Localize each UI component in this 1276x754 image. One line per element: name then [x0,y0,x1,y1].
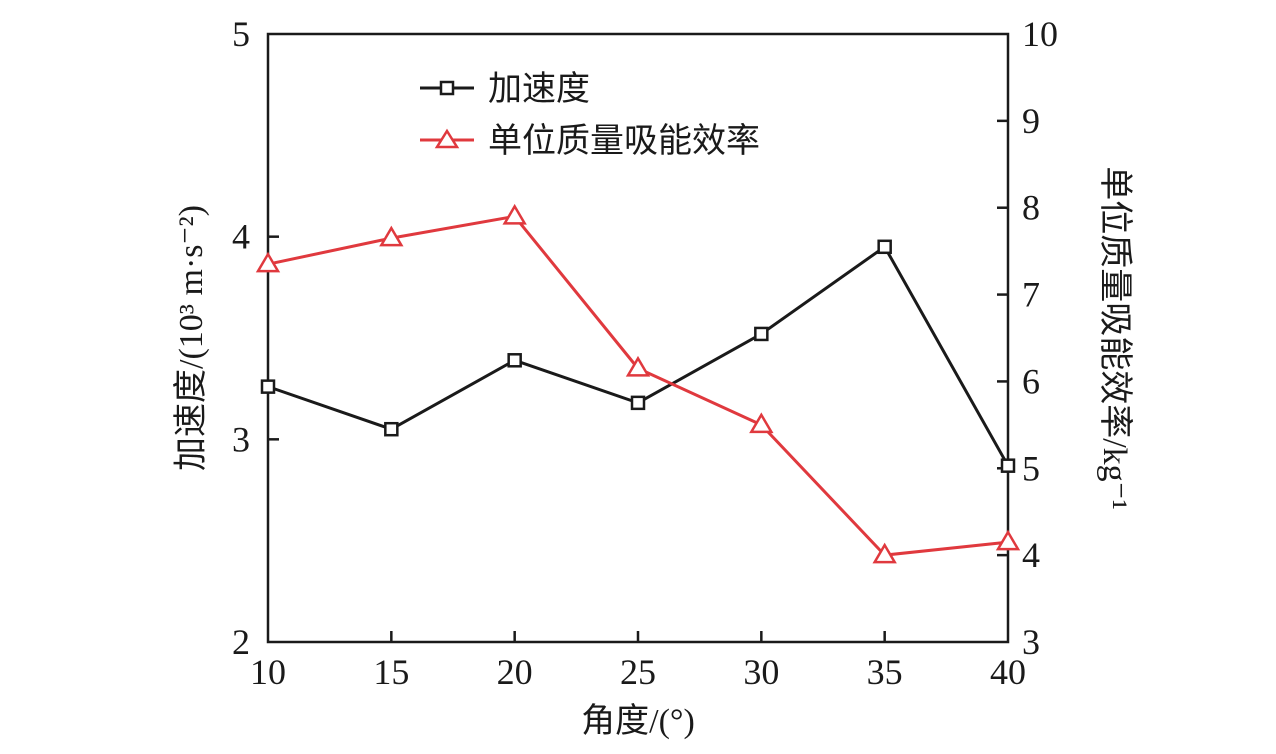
efficiency-point [749,412,774,434]
efficiency-point [625,355,651,377]
acceleration-point [507,353,522,368]
y-right-tick-label: 5 [1022,448,1040,488]
series-group [255,203,1021,564]
x-tick-label: 35 [867,652,903,692]
acceleration-point [260,379,276,394]
acceleration-point [1000,458,1016,473]
x-axis-title: 角度/(°) [581,702,695,740]
y-left-tick-label: 4 [232,217,250,257]
x-tick-label: 20 [497,652,533,692]
legend-marker-acceleration [439,80,455,96]
y-axis-right-title: 单位质量吸能效率/kg⁻¹ [1096,166,1134,510]
y-right-tick-label: 10 [1022,14,1058,54]
legend-label-efficiency: 单位质量吸能效率 [488,122,760,160]
y-right-tick-label: 7 [1022,275,1040,315]
legend-label-acceleration: 加速度 [488,70,590,108]
y-right-tick-label: 9 [1022,101,1040,141]
acceleration-point [384,421,399,437]
x-tick-label: 40 [990,652,1026,692]
y-axis-left-title: 加速度/(10³ m·s⁻²) [172,205,210,471]
efficiency-point [872,542,897,564]
legend-marker-efficiency [434,128,460,149]
efficiency-point [502,203,527,225]
efficiency-point [379,225,404,247]
acceleration-point [754,326,769,342]
y-right-tick-label: 4 [1022,535,1040,575]
y-right-tick-label: 6 [1022,361,1040,401]
x-tick-label: 10 [250,652,286,692]
legend: 加速度 单位质量吸能效率 [420,70,760,160]
y-left-tick-label: 2 [232,622,250,662]
x-tick-label: 15 [373,652,409,692]
efficiency-point [255,251,281,273]
efficiency-point [995,529,1021,551]
acceleration-point [630,395,646,411]
y-left-tick-label: 5 [232,14,250,54]
x-tick-label: 30 [743,652,779,692]
ticks-group: 10 15 20 25 30 35 40 2 3 4 5 3 4 5 6 7 8 9 10 [232,14,1058,692]
acceleration-point [877,239,892,255]
y-right-tick-label: 8 [1022,188,1040,228]
x-tick-label: 25 [620,652,656,692]
y-left-tick-label: 3 [232,419,250,459]
y-right-tick-label: 3 [1022,622,1040,662]
